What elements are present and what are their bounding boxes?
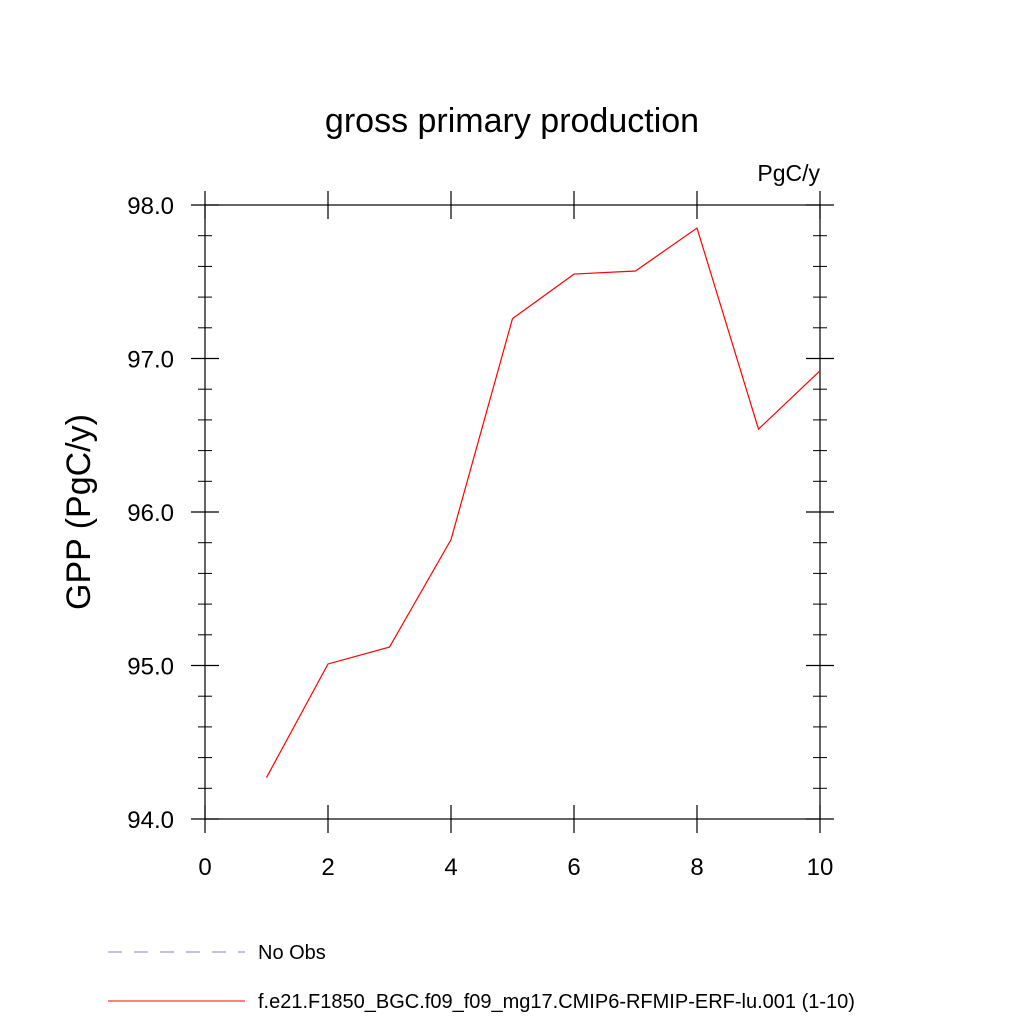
y-tick-label: 96.0 [127,500,174,527]
x-tick-label: 10 [807,854,834,881]
y-tick-label: 95.0 [127,654,174,681]
plot-frame [204,204,821,820]
x-tick-label: 0 [198,854,211,881]
legend: No Obs f.e21.F1850_BGC.f09_f09_mg17.CMIP6… [108,942,855,1013]
x-tick-label: 8 [690,854,703,881]
series-line [265,227,821,778]
legend-label: No Obs [258,942,326,964]
units-label: PgC/y [757,160,820,186]
y-tick-label: 94.0 [127,807,174,834]
plot-area: 0 2 4 6 8 10 94.0 95.0 96.0 97.0 98.0 [127,191,834,881]
x-tick-label: 4 [444,854,457,881]
y-axis-label: GPP (PgC/y) [60,414,98,610]
chart-title: gross primary production [325,102,699,140]
legend-label: f.e21.F1850_BGC.f09_f09_mg17.CMIP6-RFMIP… [258,991,855,1013]
y-tick-label: 98.0 [127,193,174,220]
x-tick-label: 2 [321,854,334,881]
x-tick-label: 6 [567,854,580,881]
y-tick-label: 97.0 [127,347,174,374]
